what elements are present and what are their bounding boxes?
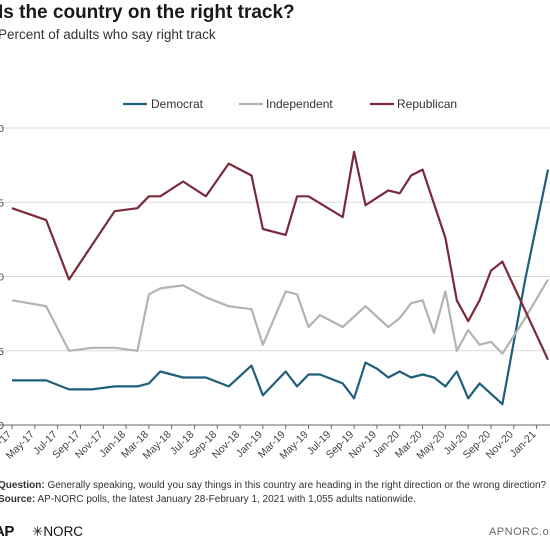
norc-logo-text: NORC <box>43 524 84 539</box>
norc-star-icon: ✳ <box>32 524 44 539</box>
footer: AP ✳NORC APNORC.org <box>0 521 550 543</box>
y-tick-label: 100 <box>0 123 4 135</box>
question-text: Generally speaking, would you say things… <box>47 480 547 491</box>
ap-logo-text: AP <box>0 523 14 540</box>
legend-label-democrat: Democrat <box>151 97 204 111</box>
series-line-republican <box>11 150 549 361</box>
series-line-democrat <box>12 169 550 406</box>
norc-logo: ✳NORC <box>32 524 83 540</box>
y-tick-label: 75 <box>0 197 4 209</box>
ap-logo: AP <box>0 523 14 540</box>
y-tick-label: 50 <box>0 272 4 284</box>
chart-subtitle: Percent of adults who say right track <box>0 27 216 42</box>
chart-title: Is the country on the right track? <box>0 2 295 23</box>
line-chart: 0255075100Mar-17May-17Jul-17Sep-17Nov-17… <box>0 97 550 462</box>
legend-label-independent: Independent <box>266 97 333 111</box>
legend-label-republican: Republican <box>397 97 457 111</box>
source-text: AP-NORC polls, the latest January 28-Feb… <box>37 494 417 505</box>
source-label: Source: <box>0 494 36 505</box>
y-tick-label: 0 <box>0 420 4 432</box>
question-label: Question: <box>0 480 45 491</box>
y-tick-label: 25 <box>0 346 4 358</box>
x-tick-label: Jan-21 <box>508 429 539 460</box>
site-link[interactable]: APNORC.org <box>488 526 550 538</box>
series-line-independent <box>11 278 549 355</box>
question-note: Question: Generally speaking, would you … <box>0 480 546 491</box>
source-note: Source: AP-NORC polls, the latest Januar… <box>0 494 416 505</box>
